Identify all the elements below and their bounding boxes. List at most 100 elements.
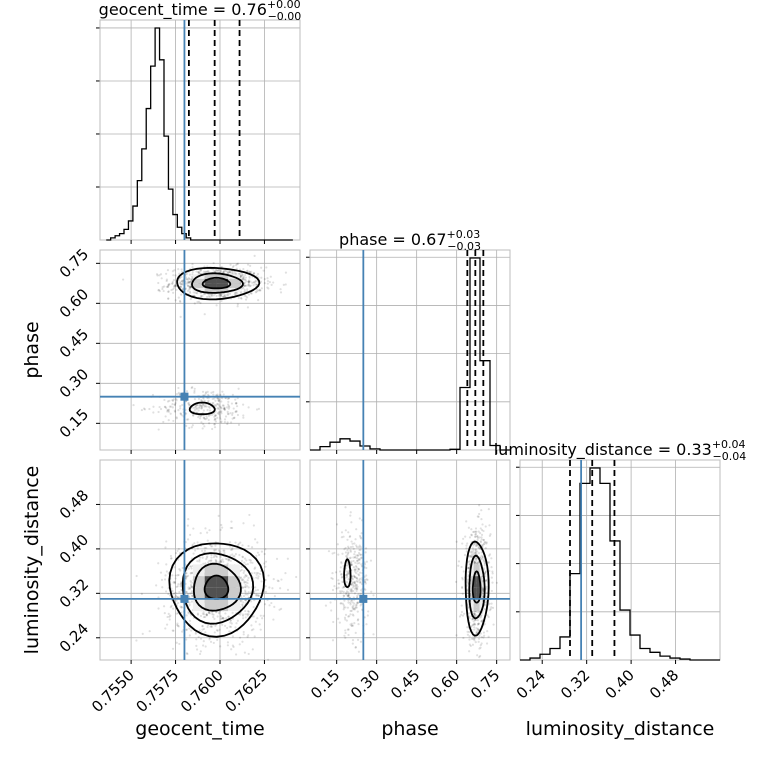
scatter-point xyxy=(473,639,476,642)
scatter-point xyxy=(217,407,220,411)
scatter-point xyxy=(253,635,256,638)
scatter-point xyxy=(173,582,176,585)
scatter-point xyxy=(180,293,183,296)
scatter-point xyxy=(200,404,203,408)
scatter-point xyxy=(187,281,190,284)
scatter-point xyxy=(347,572,350,575)
scatter-point xyxy=(190,278,193,282)
scatter-point xyxy=(359,581,362,584)
scatter-point xyxy=(187,402,190,405)
scatter-point xyxy=(268,586,271,589)
scatter-point xyxy=(220,523,223,527)
panel-title-phase: phase = 0.67+0.03 −0.03 xyxy=(339,228,481,253)
scatter-point xyxy=(242,276,245,279)
scatter-point xyxy=(474,533,477,536)
scatter-point xyxy=(487,561,490,564)
scatter-point xyxy=(481,556,484,559)
scatter-point xyxy=(226,406,229,409)
scatter-point xyxy=(199,556,202,559)
scatter-point xyxy=(187,418,190,421)
scatter-point xyxy=(264,560,268,563)
scatter-point xyxy=(178,590,181,594)
scatter-point xyxy=(351,639,355,642)
scatter-point xyxy=(284,572,287,575)
scatter-point xyxy=(473,623,476,626)
scatter-point xyxy=(191,263,194,266)
scatter-point xyxy=(358,558,361,561)
scatter-point xyxy=(165,623,169,626)
scatter-point xyxy=(242,275,246,278)
scatter-point xyxy=(482,587,485,591)
scatter-point xyxy=(185,424,188,427)
scatter-point xyxy=(467,606,470,610)
histogram-bin xyxy=(460,387,470,450)
scatter-point xyxy=(213,426,217,429)
scatter-point xyxy=(203,417,206,421)
scatter-point xyxy=(252,615,255,618)
scatter-point xyxy=(163,398,166,402)
scatter-point xyxy=(481,523,484,526)
scatter-point xyxy=(158,274,161,277)
scatter-point xyxy=(354,604,358,607)
scatter-point xyxy=(263,278,266,281)
scatter-point xyxy=(189,285,192,288)
scatter-point xyxy=(210,553,213,557)
scatter-point xyxy=(354,570,357,573)
scatter-point xyxy=(340,602,343,605)
axis-label-luminosity_distance: luminosity_distance xyxy=(526,718,715,740)
scatter-point xyxy=(354,556,357,559)
scatter-point xyxy=(190,571,193,575)
scatter-point xyxy=(331,577,334,581)
scatter-point xyxy=(242,617,245,620)
scatter-point xyxy=(474,557,477,560)
scatter-point xyxy=(350,521,353,524)
scatter-point xyxy=(263,552,266,556)
scatter-point xyxy=(364,551,367,554)
scatter-point xyxy=(197,271,201,274)
scatter-point xyxy=(355,572,358,575)
scatter-point xyxy=(346,552,350,555)
scatter-point xyxy=(270,601,273,605)
marker-layer xyxy=(100,20,616,660)
scatter-point xyxy=(253,254,256,257)
histogram-bin xyxy=(142,149,146,240)
scatter-point xyxy=(187,285,191,288)
histogram-bin xyxy=(330,442,340,450)
scatter-point xyxy=(357,650,361,653)
scatter-point xyxy=(473,613,477,616)
scatter-point xyxy=(218,628,221,631)
scatter-point xyxy=(190,581,193,584)
scatter-point xyxy=(483,564,486,567)
scatter-point xyxy=(236,397,239,400)
scatter-point xyxy=(344,629,347,632)
scatter-point xyxy=(482,587,485,590)
scatter-point xyxy=(238,636,242,639)
scatter-point xyxy=(466,633,470,636)
scatter-point xyxy=(240,272,243,275)
scatter-point xyxy=(178,299,182,303)
scatter-point xyxy=(255,571,259,575)
scatter-point xyxy=(167,283,170,287)
scatter-point xyxy=(239,275,243,278)
scatter-point xyxy=(351,601,354,604)
scatter-point xyxy=(360,603,363,606)
scatter-point xyxy=(242,403,245,406)
scatter-point xyxy=(178,642,181,646)
scatter-point xyxy=(344,618,347,621)
scatter-point xyxy=(199,404,202,407)
scatter-point xyxy=(189,280,192,283)
axis-label-phase: phase xyxy=(381,718,438,740)
scatter-point xyxy=(256,588,260,592)
scatter-point xyxy=(233,293,236,296)
scatter-point xyxy=(257,299,260,302)
scatter-point xyxy=(213,270,216,273)
scatter-point xyxy=(243,278,246,281)
scatter-point xyxy=(267,574,270,577)
scatter-point xyxy=(254,586,257,589)
scatter-point xyxy=(352,586,355,589)
scatter-point xyxy=(193,389,196,393)
scatter-point xyxy=(359,640,363,643)
scatter-point xyxy=(492,623,495,626)
scatter-point xyxy=(191,586,194,589)
scatter-point xyxy=(261,617,264,620)
